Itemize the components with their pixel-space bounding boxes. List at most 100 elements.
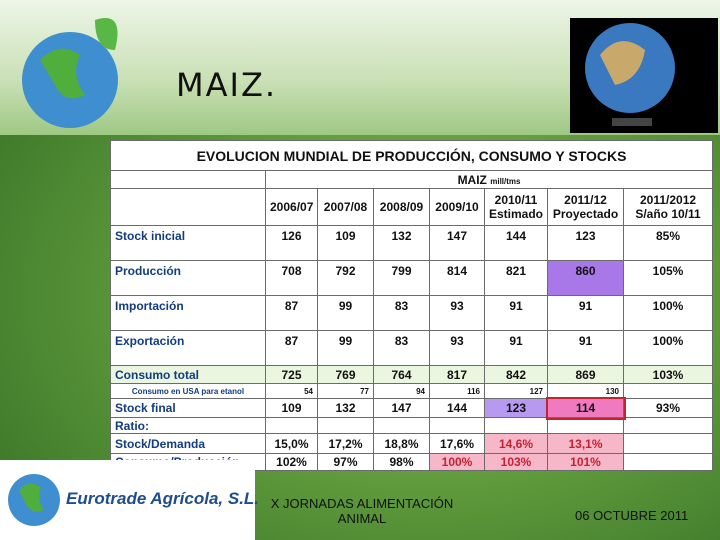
- table-cell: 17,6%: [429, 433, 485, 454]
- column-header: 2008/09: [373, 188, 430, 226]
- table-cell: 91: [547, 295, 624, 331]
- table-cell: 98%: [373, 453, 430, 471]
- row-label: Producción: [110, 260, 266, 296]
- empty-cell: [622, 417, 714, 434]
- table-cell: 109: [317, 225, 374, 261]
- column-header: 2011/2012 S/año 10/11: [622, 188, 714, 226]
- column-note: S/año 10/11: [635, 207, 701, 221]
- footer-logo-area: [0, 460, 255, 540]
- table-cell: 132: [373, 225, 430, 261]
- table-cell: 769: [317, 365, 374, 384]
- table-cell: 87: [265, 330, 318, 366]
- table-row: Stock final 109 132 147 144 123 114 93%: [110, 396, 714, 420]
- table-cell: 105%: [622, 260, 714, 296]
- table-row: Stock inicial 126 109 132 147 144 123 85%: [110, 225, 714, 261]
- table-cell: 860: [547, 260, 624, 296]
- table-cell: 126: [265, 225, 318, 261]
- table-cell: 18,8%: [373, 433, 430, 454]
- table-row: Consumo en USA para etanol 54 77 94 116 127 13…: [110, 383, 714, 399]
- table-row: Consumo total 725 769 764 817 842 869 103%: [110, 365, 714, 384]
- empty-cell: [622, 433, 714, 454]
- table-cell: 54: [265, 383, 318, 399]
- row-label: Importación: [110, 295, 266, 331]
- column-header: 2006/07: [265, 188, 318, 226]
- table-cell: 103%: [622, 365, 714, 384]
- table-cell: 799: [373, 260, 430, 296]
- table-cell: 13,1%: [547, 433, 624, 454]
- table-cell: 123: [484, 398, 548, 418]
- column-year: 2006/07: [270, 200, 314, 214]
- table-cell: 93: [429, 295, 485, 331]
- column-year: 2008/09: [379, 200, 424, 214]
- data-table: EVOLUCION MUNDIAL DE PRODUCCIÓN, CONSUMO…: [109, 140, 714, 471]
- table-cell: 869: [547, 365, 624, 384]
- event-name: X JORNADAS ALIMENTACIÓN ANIMAL: [270, 496, 454, 526]
- unit: mill/tms: [490, 176, 521, 186]
- row-label: Consumo total: [110, 365, 266, 384]
- table-cell: 99: [317, 330, 374, 366]
- table-cell: 116: [429, 383, 485, 399]
- table-cell: 144: [484, 225, 548, 261]
- table-row: Importación 87 99 83 93 91 91 100%: [110, 295, 714, 331]
- table-cell: 144: [429, 398, 485, 418]
- product-cell: MAIZ mill/tms: [264, 170, 714, 189]
- table-cell: 91: [484, 330, 548, 366]
- column-header: 2007/08: [317, 188, 374, 226]
- table-cell: 109: [265, 398, 318, 418]
- empty-cell: [547, 417, 624, 434]
- table-cell: 123: [547, 225, 624, 261]
- table-cell: 17,2%: [317, 433, 374, 454]
- table-cell: 83: [373, 330, 430, 366]
- table-cell: 93: [429, 330, 485, 366]
- column-note: Estimado: [489, 207, 544, 221]
- row-label: Stock inicial: [110, 225, 266, 261]
- table-cell: 93%: [622, 398, 714, 418]
- empty-cell: [429, 417, 485, 434]
- column-year: 2011/2012: [639, 193, 697, 207]
- table-cell: 103%: [484, 453, 548, 471]
- table-cell: 725: [265, 365, 318, 384]
- empty-cell: [622, 453, 714, 471]
- table-cell: 132: [317, 398, 374, 418]
- column-year: 2007/08: [323, 200, 368, 214]
- column-header: 2009/10: [429, 188, 485, 226]
- table-cell: 91: [547, 330, 624, 366]
- table-cell: 100%: [429, 453, 485, 471]
- table-cell: 842: [484, 365, 548, 384]
- slide-title: MAIZ.: [176, 66, 278, 104]
- column-header: 2011/12 Proyectado: [547, 188, 624, 226]
- table-row: Ratio:: [110, 417, 714, 434]
- table-cell: 94: [373, 383, 430, 399]
- table-cell: 130: [547, 383, 624, 399]
- table-cell: 817: [429, 365, 485, 384]
- table-cell: 708: [265, 260, 318, 296]
- empty-cell: [317, 417, 374, 434]
- table-cell: 100%: [622, 330, 714, 366]
- table-cell: 792: [317, 260, 374, 296]
- table-cell: 97%: [317, 453, 374, 471]
- table-cell: 147: [373, 398, 430, 418]
- table-row: Stock/Demanda 15,0% 17,2% 18,8% 17,6% 14,6% 13…: [110, 433, 714, 454]
- table-cell: 147: [429, 225, 485, 261]
- table-cell: 85%: [622, 225, 714, 261]
- column-year: 2010/11: [494, 193, 538, 207]
- column-header: 2010/11 Estimado: [484, 188, 548, 226]
- table-cell: 821: [484, 260, 548, 296]
- table-cell: 814: [429, 260, 485, 296]
- table-cell: 77: [317, 383, 374, 399]
- empty-cell: [484, 417, 548, 434]
- empty-cell: [265, 417, 318, 434]
- product: MAIZ: [457, 172, 487, 187]
- table-cell: 91: [484, 295, 548, 331]
- column-year: 2011/12: [564, 193, 607, 207]
- row-label: Stock final: [110, 398, 266, 418]
- row-label: Ratio:: [110, 417, 266, 434]
- table-cell: 102%: [265, 453, 318, 471]
- empty-cell: [622, 383, 714, 399]
- table-row: Producción 708 792 799 814 821 860 105%: [110, 260, 714, 296]
- column-year: 2009/10: [435, 200, 479, 214]
- table-cell: 127: [484, 383, 548, 399]
- row-label: Exportación: [110, 330, 266, 366]
- table-cell: 14,6%: [484, 433, 548, 454]
